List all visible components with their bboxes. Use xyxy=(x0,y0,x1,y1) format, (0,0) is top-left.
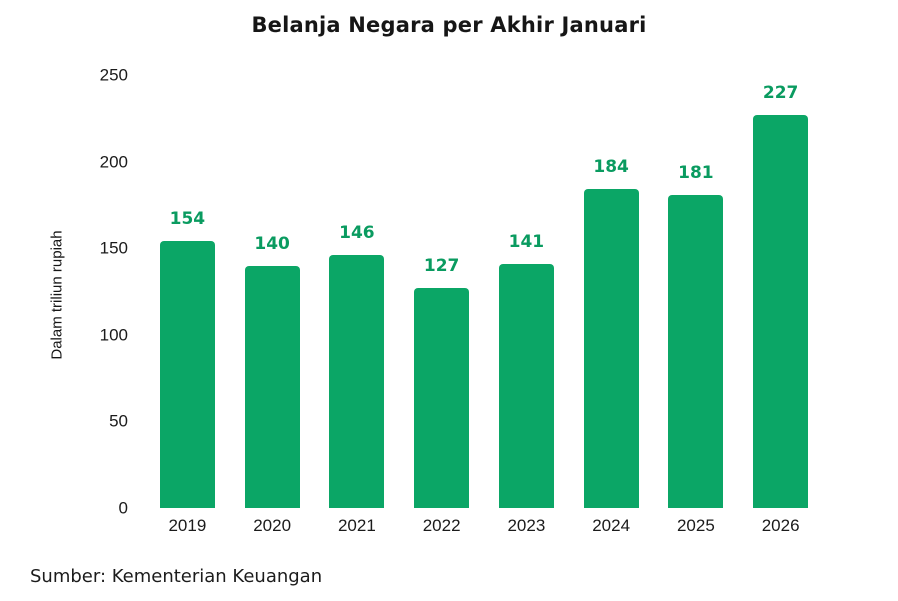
bar-value-label: 127 xyxy=(423,256,460,277)
bar-value-label: 141 xyxy=(508,231,545,252)
y-axis: 0 50 100 150 200 250 xyxy=(0,67,128,517)
plot-area: 154 2019 140 2020 146 2021 127 2022 141 2023 184 20… xyxy=(145,75,823,534)
bar xyxy=(668,194,724,508)
bar xyxy=(159,241,215,508)
source-note: Sumber: Kementerian Keuangan xyxy=(30,566,323,587)
bar-value-label: 181 xyxy=(678,162,714,183)
bar-column: 154 2019 xyxy=(145,75,230,534)
y-tick-label: 150 xyxy=(99,238,128,258)
bar-column: 127 2022 xyxy=(399,75,484,534)
bar-column: 181 2025 xyxy=(654,75,739,534)
bar-column: 140 2020 xyxy=(230,75,315,534)
y-tick-label: 250 xyxy=(99,65,128,85)
x-tick-label: 2022 xyxy=(422,516,461,535)
bar-value-label: 227 xyxy=(762,82,799,103)
bar-value-label: 184 xyxy=(593,157,629,178)
bar-column: 184 2024 xyxy=(569,75,654,534)
x-tick-label: 2021 xyxy=(337,516,376,535)
bar-value-label: 140 xyxy=(254,233,290,254)
chart-title: Belanja Negara per Akhir Januari xyxy=(251,13,647,37)
x-tick-label: 2023 xyxy=(507,516,546,535)
x-tick-label: 2019 xyxy=(168,516,207,535)
bar xyxy=(244,265,300,508)
x-tick-label: 2024 xyxy=(592,516,631,535)
bar xyxy=(329,255,385,508)
x-tick-label: 2026 xyxy=(761,516,800,535)
x-tick-label: 2025 xyxy=(676,516,715,535)
bar-column: 146 2021 xyxy=(315,75,400,534)
x-tick-label: 2020 xyxy=(253,516,292,535)
y-tick-label: 0 xyxy=(118,498,128,518)
bar xyxy=(498,263,554,508)
bar-column: 141 2023 xyxy=(484,75,569,534)
y-tick-label: 200 xyxy=(99,152,128,172)
bar xyxy=(583,189,639,508)
y-tick-label: 100 xyxy=(99,325,128,345)
bar-value-label: 154 xyxy=(169,209,206,230)
bar xyxy=(414,288,470,508)
bar-value-label: 146 xyxy=(339,223,375,244)
y-tick-label: 50 xyxy=(109,411,128,431)
bar-column: 227 2026 xyxy=(738,75,823,534)
bar xyxy=(753,114,809,508)
